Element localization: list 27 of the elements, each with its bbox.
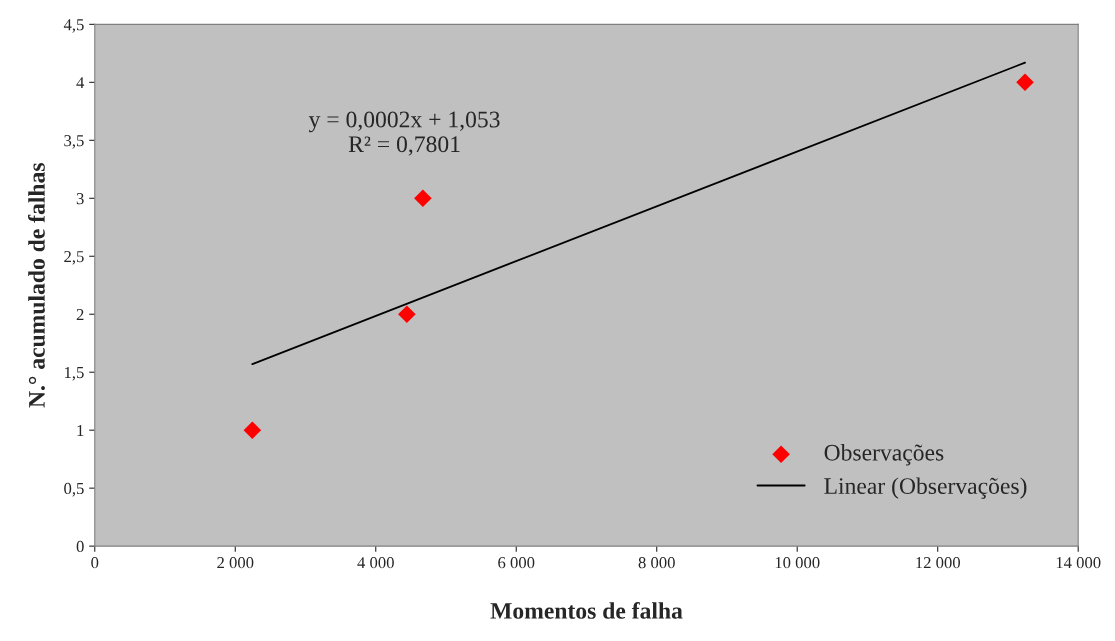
x-tick-label: 0	[91, 557, 99, 569]
point	[1016, 73, 1034, 92]
y-tick-label: 3	[76, 193, 84, 205]
y-tick-label: 3,5	[64, 135, 84, 149]
legend-label: Observações	[824, 444, 944, 466]
y-tick-label: 2	[76, 308, 84, 321]
x-tick-label: 2 000	[217, 557, 254, 569]
x-tick-label: 14 000	[1056, 557, 1101, 569]
x-tick-label: 8 000	[638, 557, 675, 569]
y-tick-label: 4,5	[63, 19, 84, 33]
y-tick-label: 0,5	[64, 482, 84, 497]
y-tick-label: 0	[76, 540, 84, 553]
point	[243, 421, 262, 439]
x-tick-label: 4 000	[357, 557, 394, 569]
y-tick-label: 1	[77, 424, 84, 436]
x-tick-label: 12 000	[916, 557, 960, 569]
y-tick-label: 4	[76, 77, 85, 89]
x-tick-label: 6 000	[498, 557, 535, 569]
x-tick-label: 10 000	[775, 557, 820, 569]
x-axis-title: Momentos de falha	[490, 601, 683, 619]
y-tick-label: 1,5	[64, 366, 84, 381]
annotation: y = 0,0002x + 1,053 R² = 0,7801	[308, 111, 500, 156]
point	[398, 305, 416, 324]
point	[414, 189, 432, 208]
legend-label: Linear (Observações)	[824, 477, 1027, 499]
y-tick-label: 2,5	[64, 251, 84, 265]
y-axis-title: N.° acumulado de falhas	[27, 163, 45, 408]
